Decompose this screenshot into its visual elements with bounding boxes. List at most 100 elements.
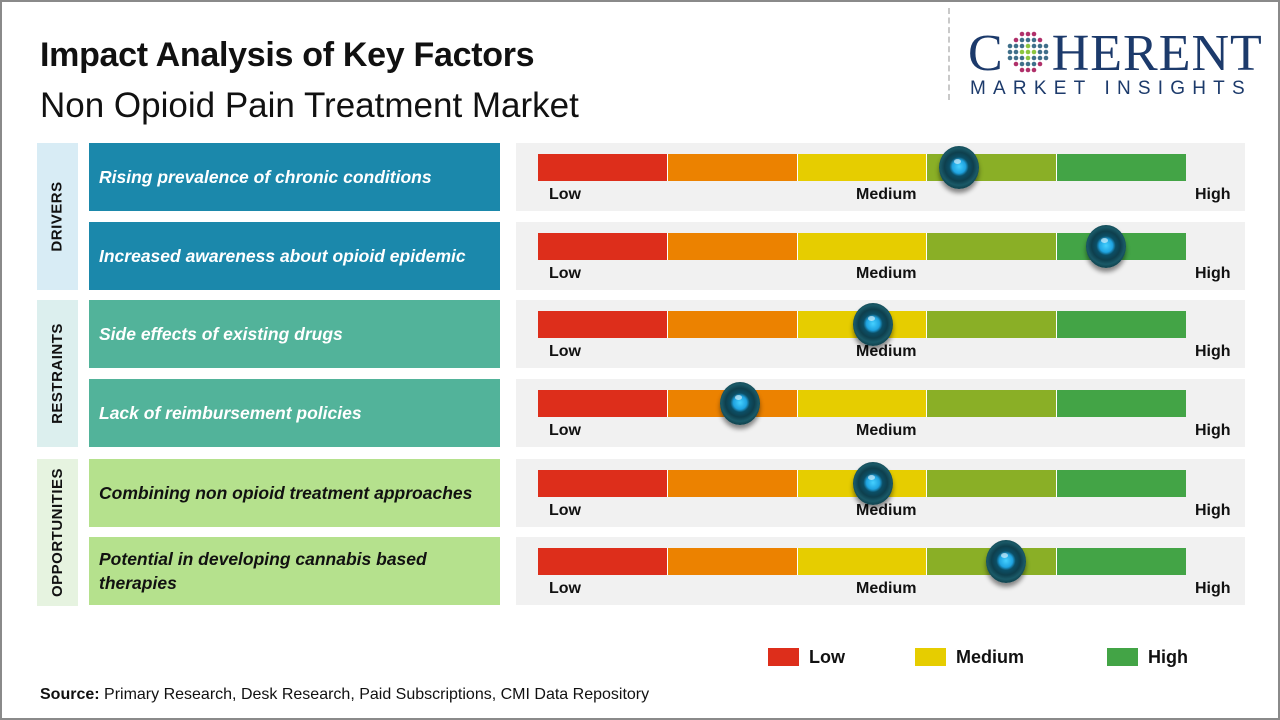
gauge-segment-4: [927, 470, 1058, 497]
factor-label: Side effects of existing drugs: [89, 300, 500, 368]
globe-dot: [1025, 61, 1030, 67]
gauge-segment-5: [1057, 390, 1186, 417]
globe-dot: [1019, 55, 1024, 61]
scale-label-low: Low: [549, 502, 581, 519]
group-label-drivers: DRIVERS: [37, 143, 78, 290]
gauge-segment-3: [797, 390, 928, 417]
legend-swatch-low: [768, 648, 799, 666]
globe-dot: [1025, 55, 1030, 61]
globe-dot: [1019, 67, 1024, 73]
logo-tagline: MARKET INSIGHTS: [970, 78, 1252, 99]
globe-dot: [1007, 49, 1012, 55]
scale-label-medium: Medium: [856, 343, 917, 360]
impact-gauge: Low Medium High: [516, 459, 1245, 527]
globe-dot: [1025, 67, 1030, 73]
factor-label: Potential in developing cannabis based t…: [89, 537, 500, 605]
legend-item-high: High: [1107, 647, 1188, 667]
gauge-segment-2: [667, 154, 798, 181]
gauge-segment-5: [1057, 311, 1186, 338]
gauge-knob-icon: [720, 382, 761, 425]
scale-label-high: High: [1195, 422, 1231, 439]
globe-dot: [1013, 61, 1018, 67]
globe-dot: [1025, 43, 1030, 49]
gauge-segment-4: [927, 311, 1058, 338]
globe-dot: [1043, 49, 1048, 55]
impact-gauge: Low Medium High: [516, 537, 1245, 605]
globe-dot: [1013, 37, 1018, 43]
group-label-restraints: RESTRAINTS: [37, 300, 78, 447]
page-title: Impact Analysis of Key Factors: [40, 36, 535, 74]
legend-label-medium: Medium: [956, 646, 1025, 667]
scale-label-high: High: [1195, 502, 1231, 519]
factor-label: Increased awareness about opioid epidemi…: [89, 222, 500, 290]
globe-dot: [1031, 31, 1036, 37]
group-label-text: DRIVERS: [49, 181, 66, 252]
globe-dot: [1037, 49, 1042, 55]
globe-dot: [1025, 31, 1030, 37]
globe-dot: [1031, 55, 1036, 61]
globe-dot: [1037, 43, 1042, 49]
globe-dot: [1031, 37, 1036, 43]
logo-letters: HERENT: [1051, 25, 1263, 82]
scale-label-high: High: [1195, 186, 1231, 203]
globe-dot: [1007, 55, 1012, 61]
globe-dot: [1025, 37, 1030, 43]
globe-dot: [1013, 43, 1018, 49]
scale-label-low: Low: [549, 265, 581, 282]
gauge-segment-3: [797, 233, 928, 260]
factor-label: Combining non opioid treatment approache…: [89, 459, 500, 527]
logo-divider: [948, 8, 950, 100]
globe-dot: [1019, 31, 1024, 37]
globe-dot: [1031, 43, 1036, 49]
source-prefix: Source:: [40, 686, 100, 703]
gauge-bar: [538, 233, 1186, 260]
scale-label-medium: Medium: [856, 422, 917, 439]
scale-label-low: Low: [549, 580, 581, 597]
gauge-segment-5: [1057, 154, 1186, 181]
factor-label: Rising prevalence of chronic conditions: [89, 143, 500, 211]
scale-label-medium: Medium: [856, 186, 917, 203]
source-text: Primary Research, Desk Research, Paid Su…: [99, 686, 650, 703]
scale-label-low: Low: [549, 186, 581, 203]
globe-dots-icon: [1007, 31, 1048, 73]
globe-dot: [1043, 55, 1048, 61]
globe-dot: [1019, 49, 1024, 55]
globe-dot: [1031, 67, 1036, 73]
gauge-segment-1: [538, 233, 668, 260]
legend-label-low: Low: [809, 646, 845, 667]
globe-dot: [1037, 61, 1042, 67]
globe-dot: [1037, 55, 1042, 61]
gauge-knob-icon: [939, 146, 980, 189]
group-label-text: OPPORTUNITIES: [49, 467, 67, 598]
gauge-segment-1: [538, 390, 668, 417]
company-logo: C HERENT MARKET INSIGHTS: [968, 28, 1263, 103]
gauge-segment-1: [538, 311, 668, 338]
gauge-segment-4: [927, 390, 1058, 417]
impact-gauge: Low Medium High: [516, 379, 1245, 447]
legend-item-medium: Medium: [915, 647, 1024, 667]
scale-label-low: Low: [549, 422, 581, 439]
globe-dot: [1013, 55, 1018, 61]
gauge-segment-2: [667, 548, 798, 575]
gauge-bar: [538, 154, 1186, 181]
gauge-knob-icon: [1086, 225, 1127, 268]
legend-label-high: High: [1148, 646, 1188, 667]
gauge-segment-5: [1057, 548, 1186, 575]
impact-gauge: Low Medium High: [516, 143, 1245, 211]
globe-dot: [1019, 43, 1024, 49]
gauge-bar: [538, 390, 1186, 417]
scale-label-high: High: [1195, 265, 1231, 282]
scale-label-low: Low: [549, 343, 581, 360]
impact-gauge: Low Medium High: [516, 222, 1245, 290]
gauge-knob-icon: [985, 540, 1026, 583]
gauge-segment-1: [538, 470, 668, 497]
gauge-segment-1: [538, 548, 668, 575]
globe-dot: [1043, 43, 1048, 49]
group-label-text: RESTRAINTS: [49, 323, 66, 424]
gauge-bar: [538, 470, 1186, 497]
legend-swatch-high: [1107, 648, 1138, 666]
scale-label-medium: Medium: [856, 580, 917, 597]
group-label-opportunities: OPPORTUNITIES: [37, 459, 78, 606]
factor-label: Lack of reimbursement policies: [89, 379, 500, 447]
globe-dot: [1031, 61, 1036, 67]
